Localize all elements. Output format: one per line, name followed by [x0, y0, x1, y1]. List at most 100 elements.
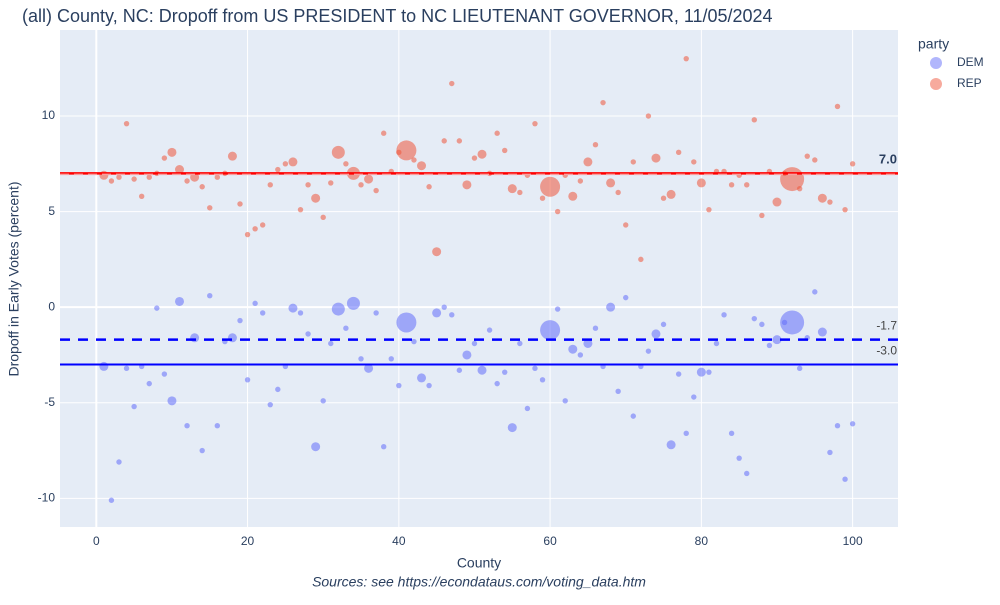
data-point-dem [507, 423, 517, 433]
data-point-rep [184, 178, 190, 184]
data-point-dem [131, 403, 137, 410]
data-point-rep [123, 120, 130, 127]
data-point-dem [456, 367, 463, 373]
data-point-rep [728, 182, 735, 188]
data-point-rep [174, 165, 184, 175]
data-point-rep [540, 176, 561, 197]
data-point-rep [108, 178, 115, 184]
data-point-rep [417, 161, 427, 171]
data-point-rep [320, 214, 326, 221]
data-point-rep [207, 205, 213, 211]
reference-lines: 7.0 -1.7 -3.0 [60, 151, 898, 366]
data-point-dem [524, 405, 531, 412]
data-point-dem [651, 329, 661, 339]
data-point-dem [411, 338, 417, 345]
data-point-rep [517, 189, 523, 196]
data-point-dem [364, 363, 374, 373]
data-point-dem [562, 398, 568, 404]
data-point-dem [432, 308, 442, 318]
data-point-rep [651, 153, 661, 163]
data-point-rep [131, 176, 137, 182]
data-point-rep [600, 99, 606, 106]
data-point-rep [161, 155, 168, 161]
data-point-rep [638, 256, 644, 263]
y-tick-label: 10 [42, 108, 56, 122]
data-point-dem [539, 377, 546, 383]
data-point-dem [388, 356, 394, 362]
data-point-rep [683, 55, 689, 62]
data-point-dem [554, 306, 561, 312]
data-point-dem [311, 442, 321, 452]
data-point-dem [199, 447, 205, 454]
data-point-rep [706, 206, 712, 213]
data-point-rep [214, 174, 221, 180]
data-point-rep [311, 193, 321, 203]
data-point-dem [517, 340, 523, 347]
data-point-rep [297, 206, 304, 213]
legend: party DEM REP [918, 36, 984, 90]
data-point-dem [666, 440, 676, 450]
x-axis-title: County [457, 555, 501, 571]
data-point-dem [827, 449, 833, 456]
data-point-rep [252, 226, 258, 232]
data-point-dem [237, 317, 243, 324]
data-point-rep [696, 178, 706, 188]
data-point-rep [666, 189, 676, 199]
y-tick-label: 5 [48, 204, 55, 218]
legend-marker-dem [930, 57, 942, 69]
data-point-rep [827, 199, 833, 205]
y-tick-label: -5 [44, 395, 55, 409]
data-point-dem [817, 327, 827, 337]
y-tick-labels: -10 -5 0 5 10 [38, 108, 56, 504]
data-point-dem [683, 430, 689, 437]
x-tick-labels: 0 20 40 60 80 100 [93, 534, 863, 548]
data-point-rep [539, 195, 546, 201]
data-point-dem [615, 388, 621, 394]
data-point-dem [706, 369, 712, 375]
data-point-rep [660, 195, 667, 201]
plot-background [60, 30, 898, 527]
data-point-dem [645, 348, 652, 354]
x-tick-label: 80 [695, 534, 709, 548]
rep-mean-label: 7.0 [879, 151, 897, 166]
data-point-dem [358, 356, 364, 362]
data-point-dem [214, 422, 221, 429]
data-point-dem [744, 470, 750, 477]
data-point-dem [728, 430, 735, 437]
legend-title: party [918, 36, 949, 52]
legend-item-dem[interactable]: DEM [930, 55, 984, 69]
data-point-dem [713, 340, 720, 347]
data-point-dem [346, 296, 360, 310]
legend-item-rep[interactable]: REP [930, 76, 982, 90]
data-point-dem [146, 380, 152, 387]
legend-label-dem: DEM [957, 55, 984, 69]
data-point-rep [411, 157, 417, 163]
source-note: Sources: see https://econdataus.com/voti… [312, 574, 646, 590]
data-point-rep [396, 140, 417, 161]
data-point-dem [331, 302, 345, 316]
data-point-dem [766, 342, 773, 349]
data-point-dem [343, 325, 349, 331]
data-point-rep [227, 151, 237, 161]
data-point-rep [199, 184, 205, 190]
data-point-rep [146, 174, 152, 180]
data-point-dem [207, 293, 213, 299]
dem-median-label: -1.7 [876, 319, 897, 333]
data-point-dem [502, 369, 508, 375]
x-tick-label: 0 [93, 534, 100, 548]
data-point-dem [426, 382, 432, 389]
data-point-rep [751, 117, 757, 123]
data-point-dem [259, 310, 266, 316]
data-point-rep [477, 149, 487, 159]
data-point-rep [471, 155, 478, 161]
data-point-dem [568, 344, 578, 354]
data-point-dem [174, 296, 184, 306]
data-point-dem [796, 365, 803, 372]
data-point-dem [471, 340, 478, 347]
data-point-rep [583, 157, 593, 167]
data-point-rep [592, 141, 599, 148]
data-point-rep [812, 157, 818, 163]
data-point-rep [849, 161, 856, 167]
data-point-dem [759, 321, 765, 328]
